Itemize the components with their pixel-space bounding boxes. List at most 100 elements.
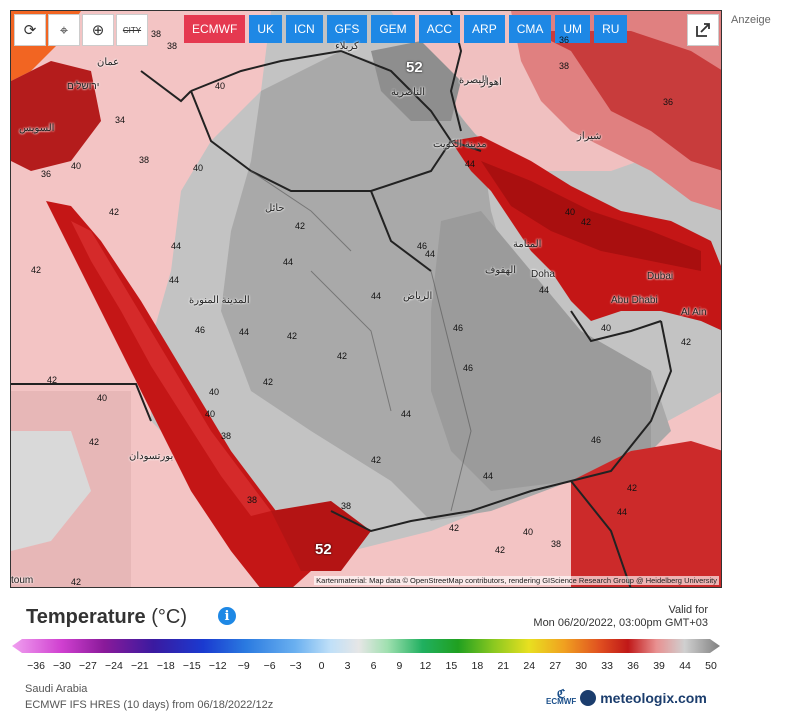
weather-map[interactable]: ⟳ ⌖ ⊕ CITY ECMWF UK ICN GFS GEM ACC ARP CMA UM RU…	[10, 10, 722, 588]
place-abu-dhabi: Abu Dhabi	[611, 295, 658, 306]
temp-label: 42	[295, 221, 306, 231]
location-button[interactable]: ⌖	[48, 14, 80, 46]
scale-tick: 15	[445, 660, 458, 672]
model-tab-arp[interactable]: ARP	[464, 15, 505, 43]
temp-label: 42	[681, 337, 692, 347]
scale-tick: −18	[156, 660, 175, 672]
scale-tick: 12	[419, 660, 432, 672]
place-suez: السويس	[19, 123, 55, 134]
refresh-button[interactable]: ⟳	[14, 14, 46, 46]
valid-label: Valid for	[668, 604, 708, 616]
valid-time: Valid for Mon 06/20/2022, 03:00pm GMT+03	[533, 604, 708, 630]
temp-label: 40	[601, 323, 612, 333]
temp-label: 42	[371, 455, 382, 465]
place-riyadh: الرياض	[403, 291, 433, 302]
place-doha: Doha	[531, 269, 555, 280]
temp-label: 42	[47, 375, 58, 385]
temp-label: 40	[209, 387, 220, 397]
scale-tick: 33	[601, 660, 613, 672]
legend-title: Temperature (°C)	[26, 606, 187, 629]
scale-tick: −36	[27, 660, 45, 672]
model-tab-gfs[interactable]: GFS	[326, 15, 368, 43]
temp-label: 44	[371, 291, 382, 301]
place-hail: حائل	[265, 203, 285, 214]
info-icon[interactable]: i	[218, 607, 236, 625]
place-kuwait: مدينة الكويت	[433, 139, 487, 150]
temp-label: 44	[283, 257, 294, 267]
scale-tick: −27	[79, 660, 97, 672]
place-khartoum: toum	[11, 575, 34, 586]
scale-tick: −9	[237, 660, 250, 672]
scale-tick: 39	[653, 660, 665, 672]
place-basra: البصرة	[459, 75, 488, 86]
temp-label: 42	[89, 437, 100, 447]
scale-tick: 18	[471, 660, 484, 672]
place-amman: عمان	[97, 57, 120, 68]
scale-tick: −3	[289, 660, 302, 672]
model-tab-acc[interactable]: ACC	[418, 15, 461, 43]
model-tab-icn[interactable]: ICN	[286, 15, 323, 43]
temp-label: 44	[539, 285, 550, 295]
temp-label: 38	[139, 155, 150, 165]
share-icon	[696, 23, 710, 37]
temp-label: 42	[495, 545, 506, 555]
legend-title-text: Temperature	[26, 606, 146, 628]
color-scale-bar	[12, 639, 720, 653]
temp-label: 44	[239, 327, 250, 337]
temp-label: 44	[483, 471, 494, 481]
temp-label: 46	[453, 323, 464, 333]
temp-label: 38	[221, 431, 232, 441]
scale-tick: −6	[263, 660, 276, 672]
temperature-field	[11, 11, 721, 587]
model-tab-uk[interactable]: UK	[249, 15, 282, 43]
temp-label: 42	[581, 217, 592, 227]
place-medina: المدينة المنورة	[189, 295, 250, 306]
temp-label: 42	[71, 577, 82, 587]
temp-label: 44	[465, 159, 476, 169]
meteologix-icon	[580, 690, 597, 706]
scale-tick: 21	[497, 660, 510, 672]
scale-tick: 6	[370, 660, 377, 672]
scale-tick: 27	[549, 660, 562, 672]
model-tab-ru[interactable]: RU	[594, 15, 628, 43]
city-toggle-button[interactable]: CITY	[116, 14, 148, 46]
place-shiraz: شيراز	[577, 131, 602, 142]
scale-tick: −30	[53, 660, 71, 672]
city-label: CITY	[122, 25, 142, 35]
legend-unit: (°C)	[151, 606, 187, 628]
model-run-info: ECMWF IFS HRES (10 days) from 06/18/2022…	[25, 699, 274, 711]
model-tab-um[interactable]: UM	[555, 15, 591, 43]
temp-label: 42	[287, 331, 298, 341]
zoom-button[interactable]: ⊕	[82, 14, 114, 46]
temp-label: 46	[591, 435, 602, 445]
scale-tick: −15	[182, 660, 201, 672]
scale-tick: 3	[344, 660, 351, 672]
valid-datetime: Mon 06/20/2022, 03:00pm GMT+03	[533, 617, 708, 629]
temp-label: 40	[523, 527, 534, 537]
temp-label: 38	[151, 29, 162, 39]
place-jerusalem: ירושלים	[67, 81, 100, 92]
model-tab-ecmwf[interactable]: ECMWF	[184, 15, 246, 43]
brand-logos[interactable]: ℭ ECMWF meteologix.com	[546, 688, 707, 706]
temp-label: 44	[169, 275, 180, 285]
model-tab-cma[interactable]: CMA	[508, 15, 552, 43]
zoom-icon: ⊕	[91, 22, 105, 39]
color-scale-ticks: −36 −30 −27 −24 −21 −18 −15 −12 −9 −6 −3 0 3 6 9 12 15 18…	[0, 660, 800, 674]
temp-label: 42	[263, 377, 274, 387]
scale-tick: 9	[396, 660, 403, 672]
temp-label: 38	[341, 501, 352, 511]
temp-label: 38	[247, 495, 258, 505]
place-al-ain: Al Ain	[681, 307, 707, 318]
scale-tick: 44	[679, 660, 691, 672]
temp-label: 46	[463, 363, 474, 373]
region-name: Saudi Arabia	[25, 683, 88, 695]
temp-label: 34	[115, 115, 126, 125]
temp-label: 38	[551, 539, 562, 549]
share-button[interactable]	[687, 14, 719, 46]
place-hofuf: الهفوف	[485, 265, 517, 276]
model-tab-gem[interactable]: GEM	[371, 15, 415, 43]
model-tabs: ECMWF UK ICN GFS GEM ACC ARP CMA UM RU	[184, 15, 628, 43]
scale-tick: 50	[705, 660, 717, 672]
temp-label: 42	[337, 351, 348, 361]
temp-label: 44	[401, 409, 412, 419]
